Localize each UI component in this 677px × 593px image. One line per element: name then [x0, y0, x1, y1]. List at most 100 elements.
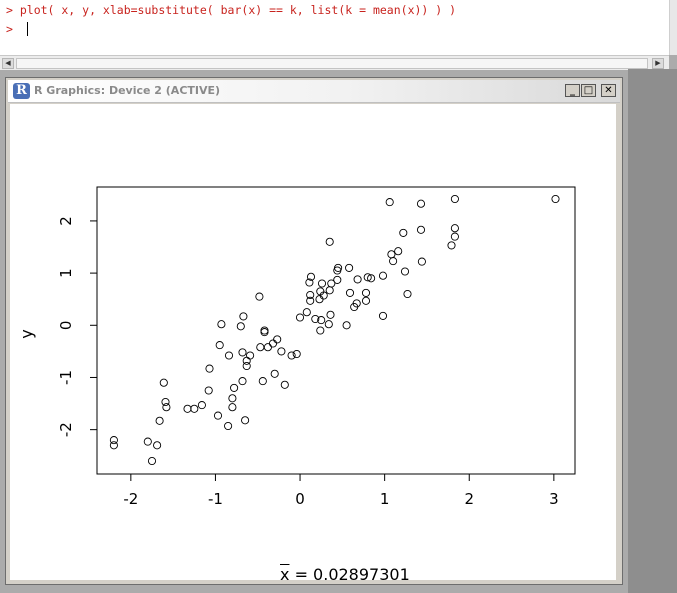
y-tick-label: 0: [57, 321, 75, 331]
scroll-right-arrow-icon[interactable]: ▶: [652, 58, 664, 69]
data-point: [273, 335, 282, 344]
data-point: [241, 416, 250, 425]
data-point: [280, 380, 289, 389]
r-console[interactable]: > plot( x, y, xlab=substitute( bar(x) ==…: [0, 0, 669, 55]
data-point: [162, 403, 171, 412]
data-point: [263, 343, 272, 352]
data-point: [246, 351, 255, 360]
data-point: [205, 364, 214, 373]
x-axis-label: x = 0.02897301: [280, 565, 410, 584]
console-line-command: > plot( x, y, xlab=substitute( bar(x) ==…: [6, 3, 457, 17]
data-point: [239, 312, 248, 321]
data-point: [287, 351, 296, 360]
graphics-window[interactable]: R R Graphics: Device 2 (ACTIVE) _ □ ✕ -2…: [5, 77, 623, 585]
data-point: [324, 320, 333, 329]
scroll-thumb[interactable]: [16, 58, 648, 69]
console-line-prompt: >: [6, 22, 20, 36]
data-point: [230, 383, 239, 392]
data-point: [416, 199, 426, 208]
r-logo-icon: R: [13, 83, 30, 99]
x-tick-label: 2: [464, 490, 474, 508]
data-point: [450, 194, 459, 204]
data-point: [417, 257, 426, 266]
data-point: [326, 310, 335, 319]
data-point: [224, 351, 234, 360]
data-point: [389, 257, 398, 266]
data-point: [306, 290, 315, 300]
maximize-button[interactable]: □: [581, 84, 596, 97]
window-title: R Graphics: Device 2 (ACTIVE): [34, 84, 221, 97]
data-point: [345, 288, 355, 297]
data-point: [333, 275, 342, 284]
data-point: [242, 361, 251, 371]
data-point: [256, 343, 265, 352]
data-point: [400, 267, 410, 276]
y-axis-label: y: [17, 329, 36, 338]
data-point: [378, 311, 388, 320]
data-point: [143, 437, 152, 446]
data-point: [277, 347, 286, 356]
data-point: [378, 271, 388, 280]
data-point: [295, 313, 305, 322]
data-point: [228, 394, 237, 403]
y-tick-label: 2: [57, 216, 75, 226]
data-point: [147, 456, 157, 466]
x-tick-label: 0: [295, 490, 305, 508]
data-point: [155, 416, 164, 425]
data-point: [306, 272, 316, 281]
y-tick-label: 1: [57, 268, 75, 278]
data-point: [228, 403, 237, 412]
data-point: [450, 232, 459, 241]
data-point: [403, 289, 412, 299]
data-point: [204, 386, 213, 395]
data-point: [197, 401, 206, 410]
data-point: [399, 228, 408, 237]
data-point: [311, 314, 320, 324]
scroll-left-arrow-icon[interactable]: ◀: [2, 58, 14, 69]
data-point: [551, 194, 560, 204]
data-point: [394, 247, 403, 256]
data-point: [302, 308, 311, 317]
data-point: [316, 326, 325, 335]
data-point: [352, 299, 361, 308]
console-horizontal-scrollbar[interactable]: ◀ ▶: [0, 55, 669, 70]
data-point: [270, 369, 279, 378]
console-vertical-scrollbar[interactable]: [669, 0, 677, 55]
data-point: [190, 404, 199, 413]
data-point: [224, 421, 233, 431]
scatter-plot: -2 -1 0 1 2 3 -2 -1 0 1 2 y: [17, 186, 576, 508]
data-point: [342, 321, 351, 330]
data-point: [215, 341, 224, 350]
data-point: [153, 441, 162, 450]
y-tick-label: -2: [57, 422, 75, 437]
plot-frame: [96, 186, 576, 475]
data-point: [345, 263, 354, 272]
x-axis: -2 -1 0 1 2 3: [123, 473, 559, 508]
x-mean-value: = 0.02897301: [294, 565, 410, 584]
data-point: [260, 328, 269, 337]
data-point: [258, 377, 267, 386]
x-bar-symbol: x: [280, 565, 290, 584]
y-tick-label: -1: [57, 370, 75, 385]
plot-canvas: -2 -1 0 1 2 3 -2 -1 0 1 2 y x = 0.02897301: [10, 104, 616, 584]
data-point: [238, 348, 247, 357]
data-point: [317, 316, 326, 325]
data-point: [333, 266, 342, 275]
minimize-button[interactable]: _: [565, 84, 580, 97]
data-point: [109, 441, 118, 450]
data-point: [327, 279, 336, 288]
x-tick-label: -1: [208, 490, 223, 508]
x-tick-label: 1: [380, 490, 390, 508]
window-titlebar[interactable]: R R Graphics: Device 2 (ACTIVE) _ □ ✕: [8, 80, 620, 103]
data-point: [367, 274, 376, 283]
y-axis: -2 -1 0 1 2: [57, 216, 98, 437]
data-point: [242, 356, 251, 365]
data-point: [292, 349, 301, 359]
data-point: [450, 224, 459, 233]
data-point: [361, 288, 371, 297]
data-point: [217, 320, 226, 329]
data-point: [306, 296, 315, 305]
data-point: [416, 225, 426, 234]
close-button[interactable]: ✕: [601, 84, 616, 97]
text-caret: [27, 22, 28, 36]
